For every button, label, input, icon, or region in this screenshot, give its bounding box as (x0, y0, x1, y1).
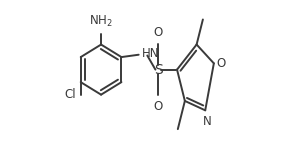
Text: Cl: Cl (64, 88, 76, 101)
Text: N: N (202, 115, 211, 128)
Text: S: S (154, 63, 163, 77)
Text: HN: HN (142, 47, 159, 61)
Text: O: O (154, 100, 163, 113)
Text: O: O (216, 57, 225, 70)
Text: NH$_2$: NH$_2$ (89, 14, 113, 29)
Text: O: O (154, 26, 163, 39)
